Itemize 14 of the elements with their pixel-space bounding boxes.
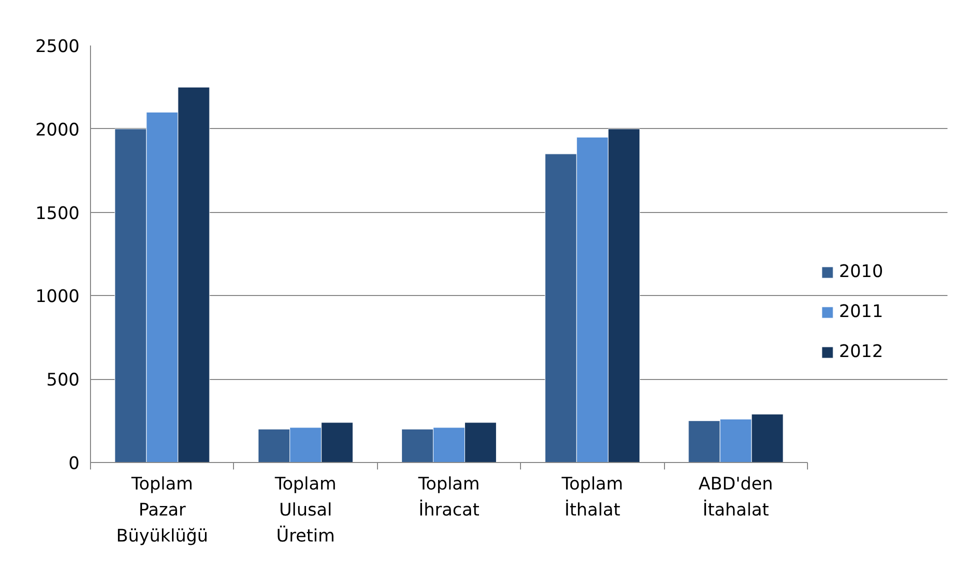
y-tick-label: 1000 (35, 287, 80, 308)
y-tick-label: 500 (46, 370, 80, 391)
x-tick-label: Toplam Pazar Büyüklüğü (116, 474, 208, 546)
legend-label: 2011 (839, 302, 884, 322)
x-tick-label: Toplam İhracat (417, 474, 480, 520)
legend-label: 2010 (839, 262, 884, 282)
y-tick-label: 2000 (35, 120, 80, 140)
legend-label: 2012 (839, 342, 884, 362)
x-tick-label: Toplam İthalat (560, 474, 624, 520)
y-tick-label: 2500 (35, 37, 80, 57)
y-tick-label: 0 (68, 454, 80, 474)
x-tick-label: Toplam Ulusal Üretim (274, 474, 336, 546)
x-tick-label: ABD'den İtahalat (698, 474, 774, 520)
y-tick-label: 1500 (35, 204, 80, 224)
